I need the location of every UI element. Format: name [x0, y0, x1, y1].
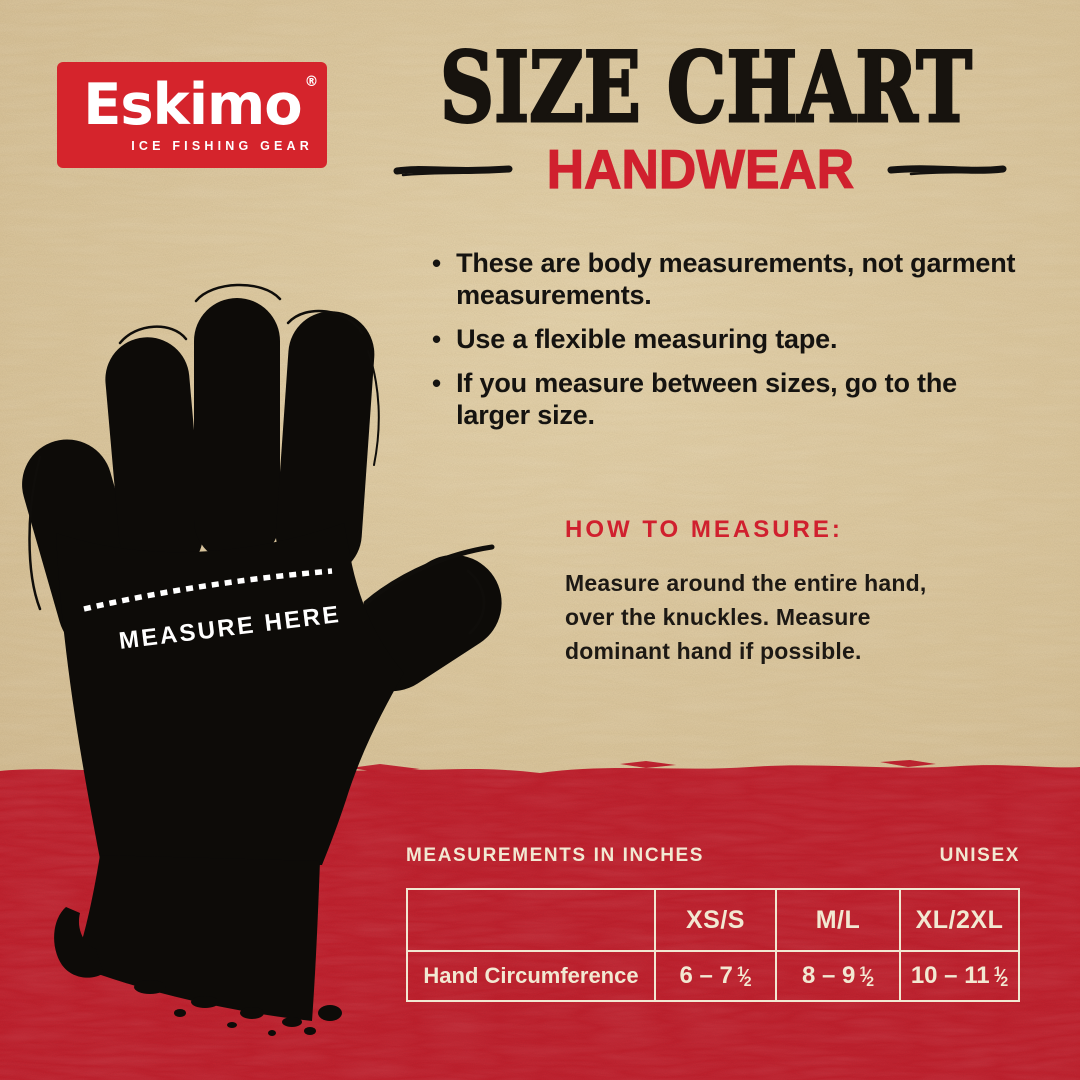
header: SIZE CHART HANDWEAR [365, 31, 1035, 200]
bullet-dot: • [432, 248, 442, 278]
subtitle: HANDWEAR [546, 138, 854, 200]
brush-dash-right-icon [887, 164, 1007, 175]
note-line: These are body measurements, not garment [456, 248, 1016, 278]
brush-dash-left-icon [393, 165, 513, 176]
note-item: • Use a flexible measuring tape. [432, 323, 1015, 355]
measurement-notes: • These are body measurements, not garme… [432, 247, 1015, 443]
note-line: larger size. [456, 400, 595, 430]
table-row-label: Hand Circumference [408, 950, 654, 1000]
note-line: If you measure between sizes, go to the [456, 368, 957, 398]
note-item: • If you measure between sizes, go to th… [432, 367, 1015, 431]
how-to-measure-heading: HOW TO MEASURE: [565, 516, 843, 543]
fraction: 1 ⁄ 2 [736, 963, 752, 989]
table-value-m-l: 8 – 9 1 ⁄ 2 [775, 950, 899, 1000]
registered-mark: ® [304, 74, 318, 90]
eskimo-logo: Eskimo ® ICE FISHING GEAR [57, 62, 327, 168]
fraction: 1 ⁄ 2 [859, 963, 874, 989]
table-value-xs-s: 6 – 7 1 ⁄ 2 [654, 950, 775, 1000]
table-header-xs-s: XS/S [654, 890, 775, 950]
page-title: SIZE CHART [439, 31, 973, 144]
how-to-measure-text: Measure around the entire hand, over the… [565, 566, 927, 668]
table-caption-unisex: UNISEX [939, 845, 1020, 866]
table-caption-units: MEASUREMENTS IN INCHES [406, 845, 705, 866]
brand-tagline: ICE FISHING GEAR [131, 139, 313, 153]
bullet-dot: • [432, 324, 442, 354]
table-header-empty [408, 890, 654, 950]
table-header-m-l: M/L [775, 890, 899, 950]
fraction: 1 ⁄ 2 [993, 963, 1009, 989]
brand-text: Eskimo [82, 72, 302, 138]
brand-name: Eskimo ® [83, 75, 318, 134]
how-to-measure-section: HOW TO MEASURE: Measure around the entir… [565, 516, 927, 668]
table-value-xl-2xl: 10 – 11 1 ⁄ 2 [899, 950, 1018, 1000]
table-header-xl-2xl: XL/2XL [899, 890, 1018, 950]
how-to-line: dominant hand if possible. [565, 638, 862, 664]
bullet-dot: • [432, 368, 442, 398]
subtitle-row: HANDWEAR [365, 138, 1035, 200]
how-to-line: over the knuckles. Measure [565, 604, 871, 630]
how-to-line: Measure around the entire hand, [565, 570, 927, 596]
size-table: XS/S M/L XL/2XL Hand Circumference 6 – 7… [406, 888, 1020, 1002]
note-item: • These are body measurements, not garme… [432, 247, 1015, 311]
note-line: measurements. [456, 280, 652, 310]
note-line: Use a flexible measuring tape. [456, 324, 838, 354]
